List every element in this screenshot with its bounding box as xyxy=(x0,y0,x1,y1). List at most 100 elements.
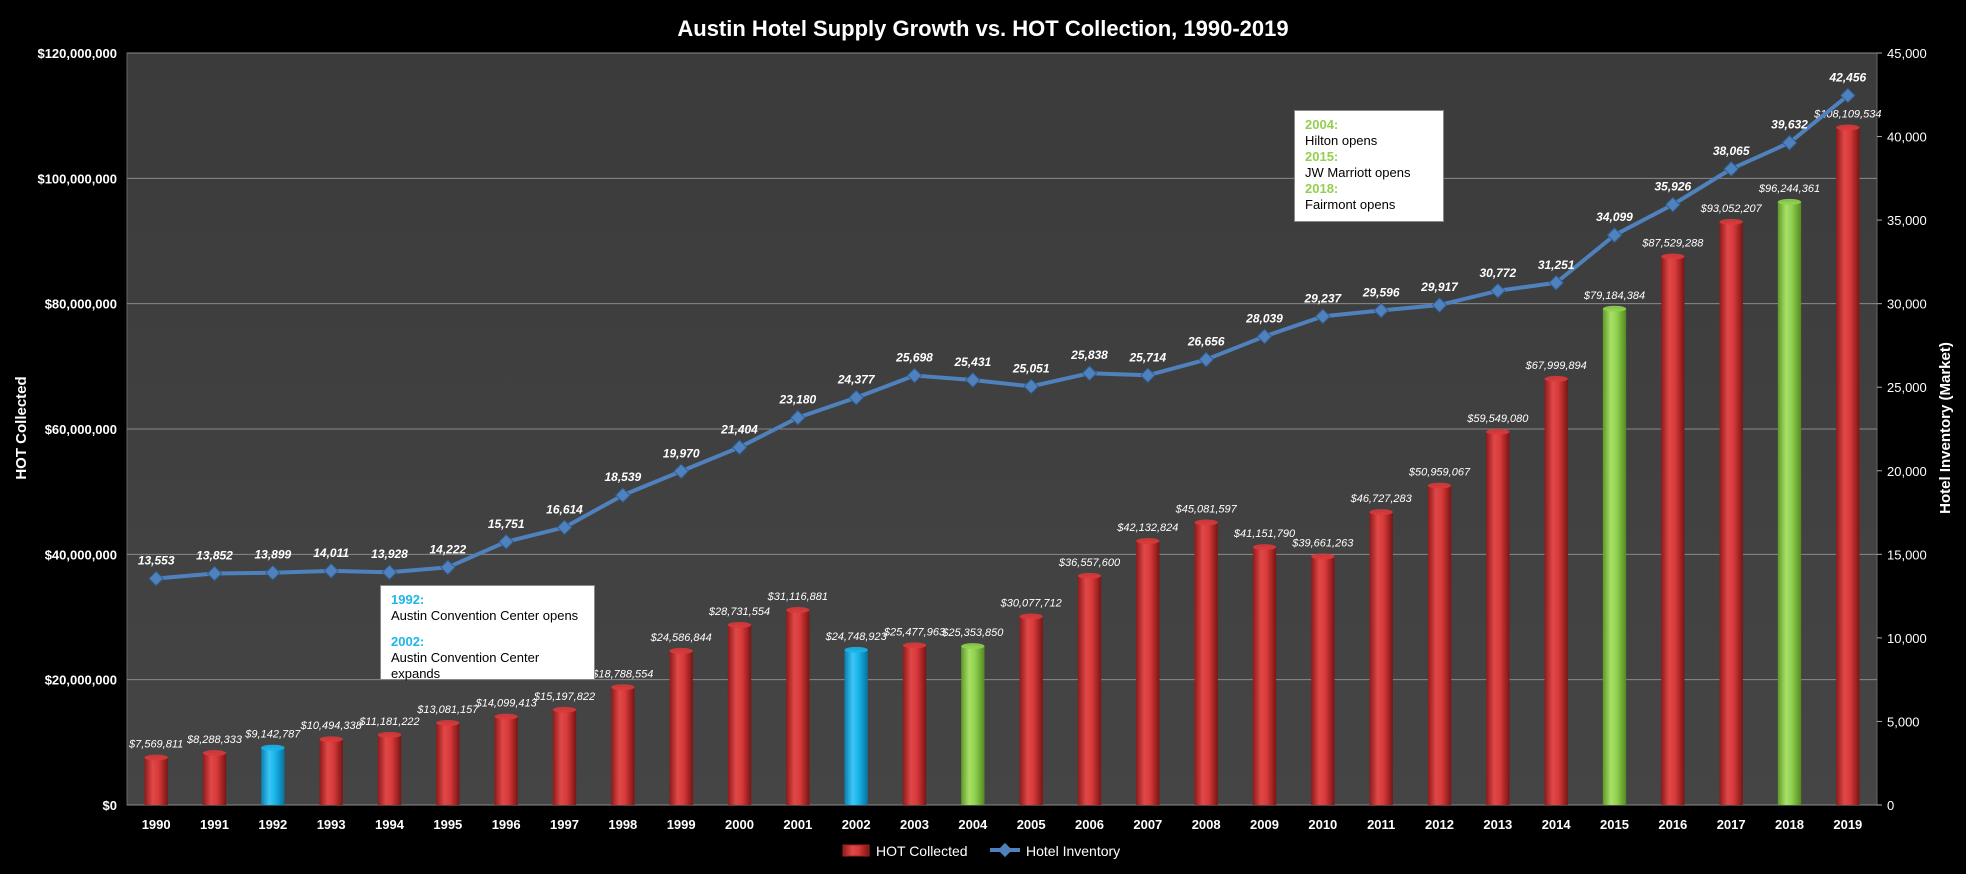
x-tick-label: 2018 xyxy=(1775,817,1804,832)
inventory-point xyxy=(1256,328,1273,345)
hot-bar-cap xyxy=(1077,572,1102,579)
hot-bar xyxy=(1661,256,1685,805)
hot-bar-cap xyxy=(961,643,985,650)
right-tick-label: 15,000 xyxy=(1887,547,1927,562)
x-tick-label: 1997 xyxy=(550,817,579,832)
x-tick-label: 2019 xyxy=(1833,817,1862,832)
left-tick-label: $0 xyxy=(103,798,117,813)
inventory-line xyxy=(148,87,1856,587)
inventory-labels: 13,553 13,852 13,899 14,011 13,928 14,222 15,7… xyxy=(138,71,1867,568)
x-axis-labels: 1990 1991 1992 1993 1994 1995 1996 1997 1998 1999… xyxy=(142,817,1863,832)
x-tick-label: 2003 xyxy=(900,817,929,832)
x-tick-label: 2015 xyxy=(1600,817,1629,832)
hot-bar-cap xyxy=(494,713,518,720)
inventory-label: 28,039 xyxy=(1245,311,1283,325)
hot-bar xyxy=(1602,308,1627,805)
inventory-point xyxy=(790,409,806,426)
hot-bar-cap xyxy=(436,720,460,727)
inventory-label: 25,698 xyxy=(895,351,933,365)
hot-bar-label: $50,959,067 xyxy=(1408,467,1471,479)
left-axis-ticks: $0 $20,000,000 $40,000,000 $60,000,000 $80,0… xyxy=(37,46,117,813)
x-tick-label: 2004 xyxy=(958,817,988,832)
right-tick-label: 30,000 xyxy=(1887,297,1927,312)
hot-bar-cap xyxy=(1777,198,1802,205)
hot-bar-label: $46,727,283 xyxy=(1350,493,1413,505)
x-tick-label: 1995 xyxy=(433,817,462,832)
hot-bar-label: $11,181,222 xyxy=(358,716,419,728)
x-tick-label: 1991 xyxy=(200,817,229,832)
inventory-point xyxy=(1781,134,1798,151)
inventory-point xyxy=(1840,87,1856,104)
right-tick-label: 35,000 xyxy=(1887,213,1927,228)
inventory-point xyxy=(323,563,339,579)
hotel-openings-callout: 2004: Hilton opens 2015: JW Marriott ope… xyxy=(1294,110,1444,222)
inventory-label: 13,899 xyxy=(254,548,291,562)
inventory-label: 38,065 xyxy=(1713,144,1750,158)
hot-bar-labels: $7,569,811 $8,288,333 $9,142,787$10,494,33… xyxy=(128,109,1881,751)
inventory-series-line xyxy=(155,93,1850,581)
inventory-label: 34,099 xyxy=(1596,210,1633,224)
left-tick-label: $80,000,000 xyxy=(45,297,117,312)
callout-text-2004: Hilton opens xyxy=(1305,133,1378,148)
hot-bar-label: $36,557,600 xyxy=(1058,557,1121,569)
hot-bar-cap xyxy=(1194,519,1218,526)
inventory-point xyxy=(1548,274,1564,291)
inventory-point xyxy=(1665,196,1681,213)
inventory-label: 13,852 xyxy=(196,549,233,563)
hot-bar-cap xyxy=(611,684,635,691)
left-tick-label: $40,000,000 xyxy=(45,547,117,562)
hot-bar xyxy=(261,747,285,805)
inventory-label: 24,377 xyxy=(837,373,876,387)
chart-title: Austin Hotel Supply Growth vs. HOT Colle… xyxy=(677,16,1288,41)
right-tick-label: 25,000 xyxy=(1887,380,1927,395)
hot-bar-label: $25,477,963 xyxy=(883,626,946,638)
right-axis-title: Hotel Inventory (Market) xyxy=(1937,342,1954,514)
inventory-label: 26,656 xyxy=(1187,335,1225,349)
hot-bar-label: $45,081,597 xyxy=(1175,503,1238,515)
callout-year-2002: 2002: xyxy=(391,634,425,649)
callout-year-2015: 2015: xyxy=(1305,149,1339,164)
left-tick-label: $20,000,000 xyxy=(45,673,117,688)
hot-bar-label: $7,569,811 xyxy=(128,739,183,751)
hot-bar-cap xyxy=(1136,537,1160,544)
hot-bar-label: $14,099,413 xyxy=(475,698,538,710)
inventory-label: 42,456 xyxy=(1828,71,1866,85)
inventory-label: 13,928 xyxy=(371,547,408,561)
hot-bar-cap xyxy=(261,744,285,751)
hot-bar xyxy=(1311,556,1335,805)
hot-bar-cap xyxy=(1836,124,1860,131)
inventory-label: 29,596 xyxy=(1362,285,1400,299)
x-tick-label: 2001 xyxy=(783,817,812,832)
inventory-label: 25,838 xyxy=(1070,348,1108,362)
inventory-point xyxy=(1198,351,1214,368)
inventory-point xyxy=(148,570,164,587)
hot-bar-label: $15,197,822 xyxy=(533,691,595,703)
hot-bar-label: $13,081,157 xyxy=(416,704,479,716)
hot-bar-label: $42,132,824 xyxy=(1116,522,1178,534)
hot-bar xyxy=(1252,547,1277,805)
x-tick-label: 2000 xyxy=(725,817,754,832)
hot-bar-label: $24,748,923 xyxy=(825,631,888,643)
hot-bar xyxy=(1777,201,1802,806)
x-tick-label: 2010 xyxy=(1308,817,1337,832)
convention-center-callout: 1992: Austin Convention Center opens 200… xyxy=(380,585,595,681)
left-axis-title: HOT Collected xyxy=(13,376,30,479)
x-tick-label: 2014 xyxy=(1542,817,1572,832)
right-tick-label: 0 xyxy=(1887,798,1894,813)
inventory-point xyxy=(1606,227,1623,243)
hot-bar-cap xyxy=(1544,375,1568,382)
hot-bar xyxy=(1836,127,1860,805)
x-tick-label: 2012 xyxy=(1425,817,1454,832)
x-tick-label: 2013 xyxy=(1483,817,1512,832)
hot-bar xyxy=(1544,378,1568,805)
hot-bar-cap xyxy=(144,754,168,761)
callout-year-2004: 2004: xyxy=(1305,117,1339,132)
hot-bar xyxy=(1486,431,1510,805)
right-tick-label: 20,000 xyxy=(1887,464,1927,479)
hot-bar-label: $41,151,790 xyxy=(1233,528,1296,540)
inventory-label: 29,917 xyxy=(1420,280,1459,294)
hot-bar-cap xyxy=(669,647,693,654)
inventory-label: 25,714 xyxy=(1128,350,1166,364)
hot-bar xyxy=(1019,616,1043,805)
